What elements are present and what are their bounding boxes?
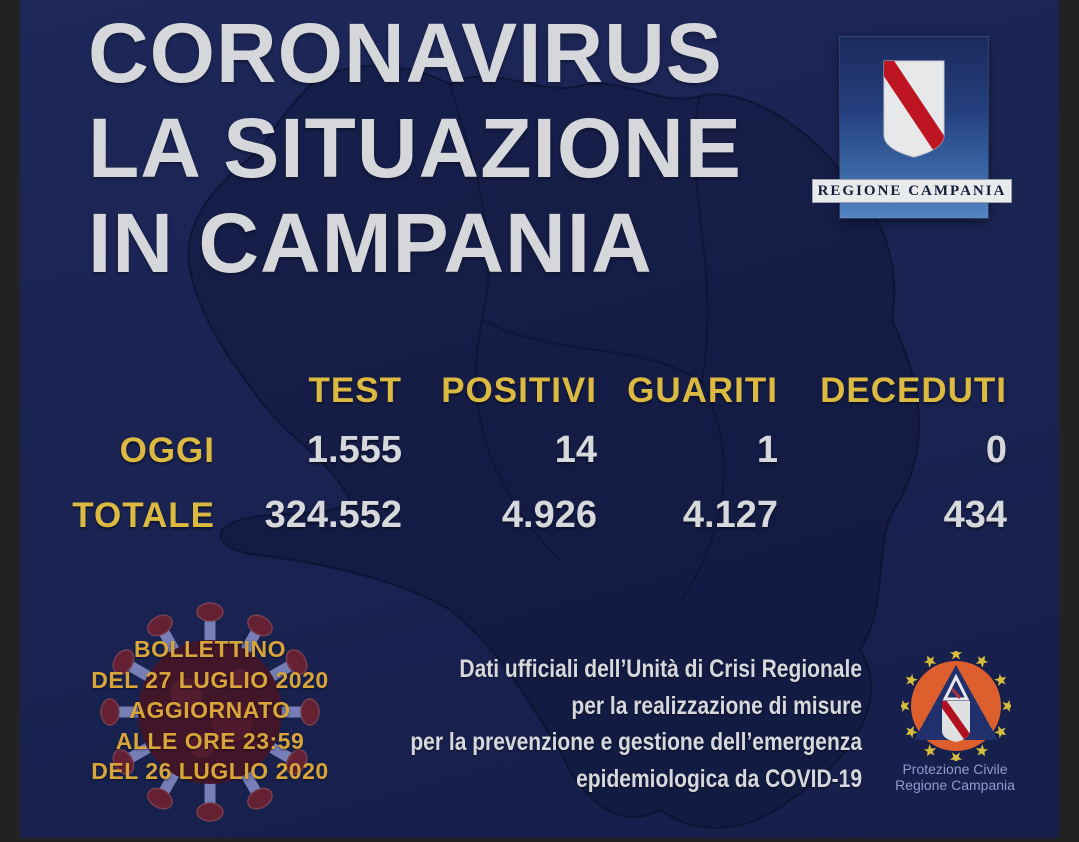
page-title: CORONAVIRUS LA SITUAZIONE IN CAMPANIA: [88, 6, 742, 291]
title-line-2: LA SITUAZIONE: [88, 101, 742, 195]
row-label-totale: TOTALE: [72, 495, 215, 535]
value-totale-test: 324.552: [264, 494, 402, 536]
campania-shield-icon: [883, 60, 945, 158]
value-oggi-positivi: 14: [554, 429, 597, 471]
pc-caption-line-2: Regione Campania: [895, 777, 1015, 793]
bulletin-line-3: AGGIORNATO: [129, 697, 291, 723]
coronavirus-icon: [90, 592, 330, 832]
info-line-3: per la prevenzione e gestione dell’emerg…: [410, 728, 862, 756]
value-oggi-guariti: 1: [756, 429, 778, 471]
column-header-test: TEST: [308, 371, 402, 410]
official-data-statement: Dati ufficiali dell’Unità di Crisi Regio…: [392, 651, 862, 797]
bulletin-line-2: DEL 27 LUGLIO 2020: [91, 666, 329, 693]
info-line-4: epidemiologica da COVID-19: [576, 764, 862, 793]
column-header-positivi: POSITIVI: [441, 371, 597, 410]
value-oggi-deceduti: 0: [985, 429, 1007, 471]
regione-campania-label: REGIONE CAMPANIA: [812, 179, 1012, 203]
info-line-1: Dati ufficiali dell’Unità di Crisi Regio…: [459, 655, 862, 683]
title-line-3: IN CAMPANIA: [88, 196, 653, 290]
bulletin-line-5: DEL 26 LUGLIO 2020: [91, 758, 329, 784]
protezione-civile-caption: Protezione Civile Regione Campania: [865, 761, 1045, 793]
infographic-canvas: CORONAVIRUS LA SITUAZIONE IN CAMPANIA RE…: [20, 0, 1059, 838]
value-totale-positivi: 4.926: [501, 494, 597, 536]
value-totale-guariti: 4.127: [682, 494, 778, 536]
bulletin-line-4: ALLE ORE 23:59: [115, 727, 305, 754]
bulletin-line-1: BOLLETTINO: [134, 636, 286, 662]
bulletin-text: BOLLETTINO DEL 27 LUGLIO 2020 AGGIORNATO…: [60, 634, 360, 787]
stats-table: TEST POSITIVI GUARITI DECEDUTI OGGI 1.55…: [20, 364, 1007, 548]
value-totale-deceduti: 434: [943, 494, 1007, 536]
info-line-2: per la realizzazione di misure: [571, 691, 862, 720]
column-header-deceduti: DECEDUTI: [820, 371, 1007, 410]
value-oggi-test: 1.555: [306, 429, 402, 471]
protezione-civile-emblem: [901, 651, 1011, 761]
pc-caption-line-1: Protezione Civile: [902, 761, 1008, 777]
title-line-1: CORONAVIRUS: [88, 6, 723, 100]
column-header-guariti: GUARITI: [627, 371, 778, 410]
row-label-oggi: OGGI: [119, 430, 215, 470]
